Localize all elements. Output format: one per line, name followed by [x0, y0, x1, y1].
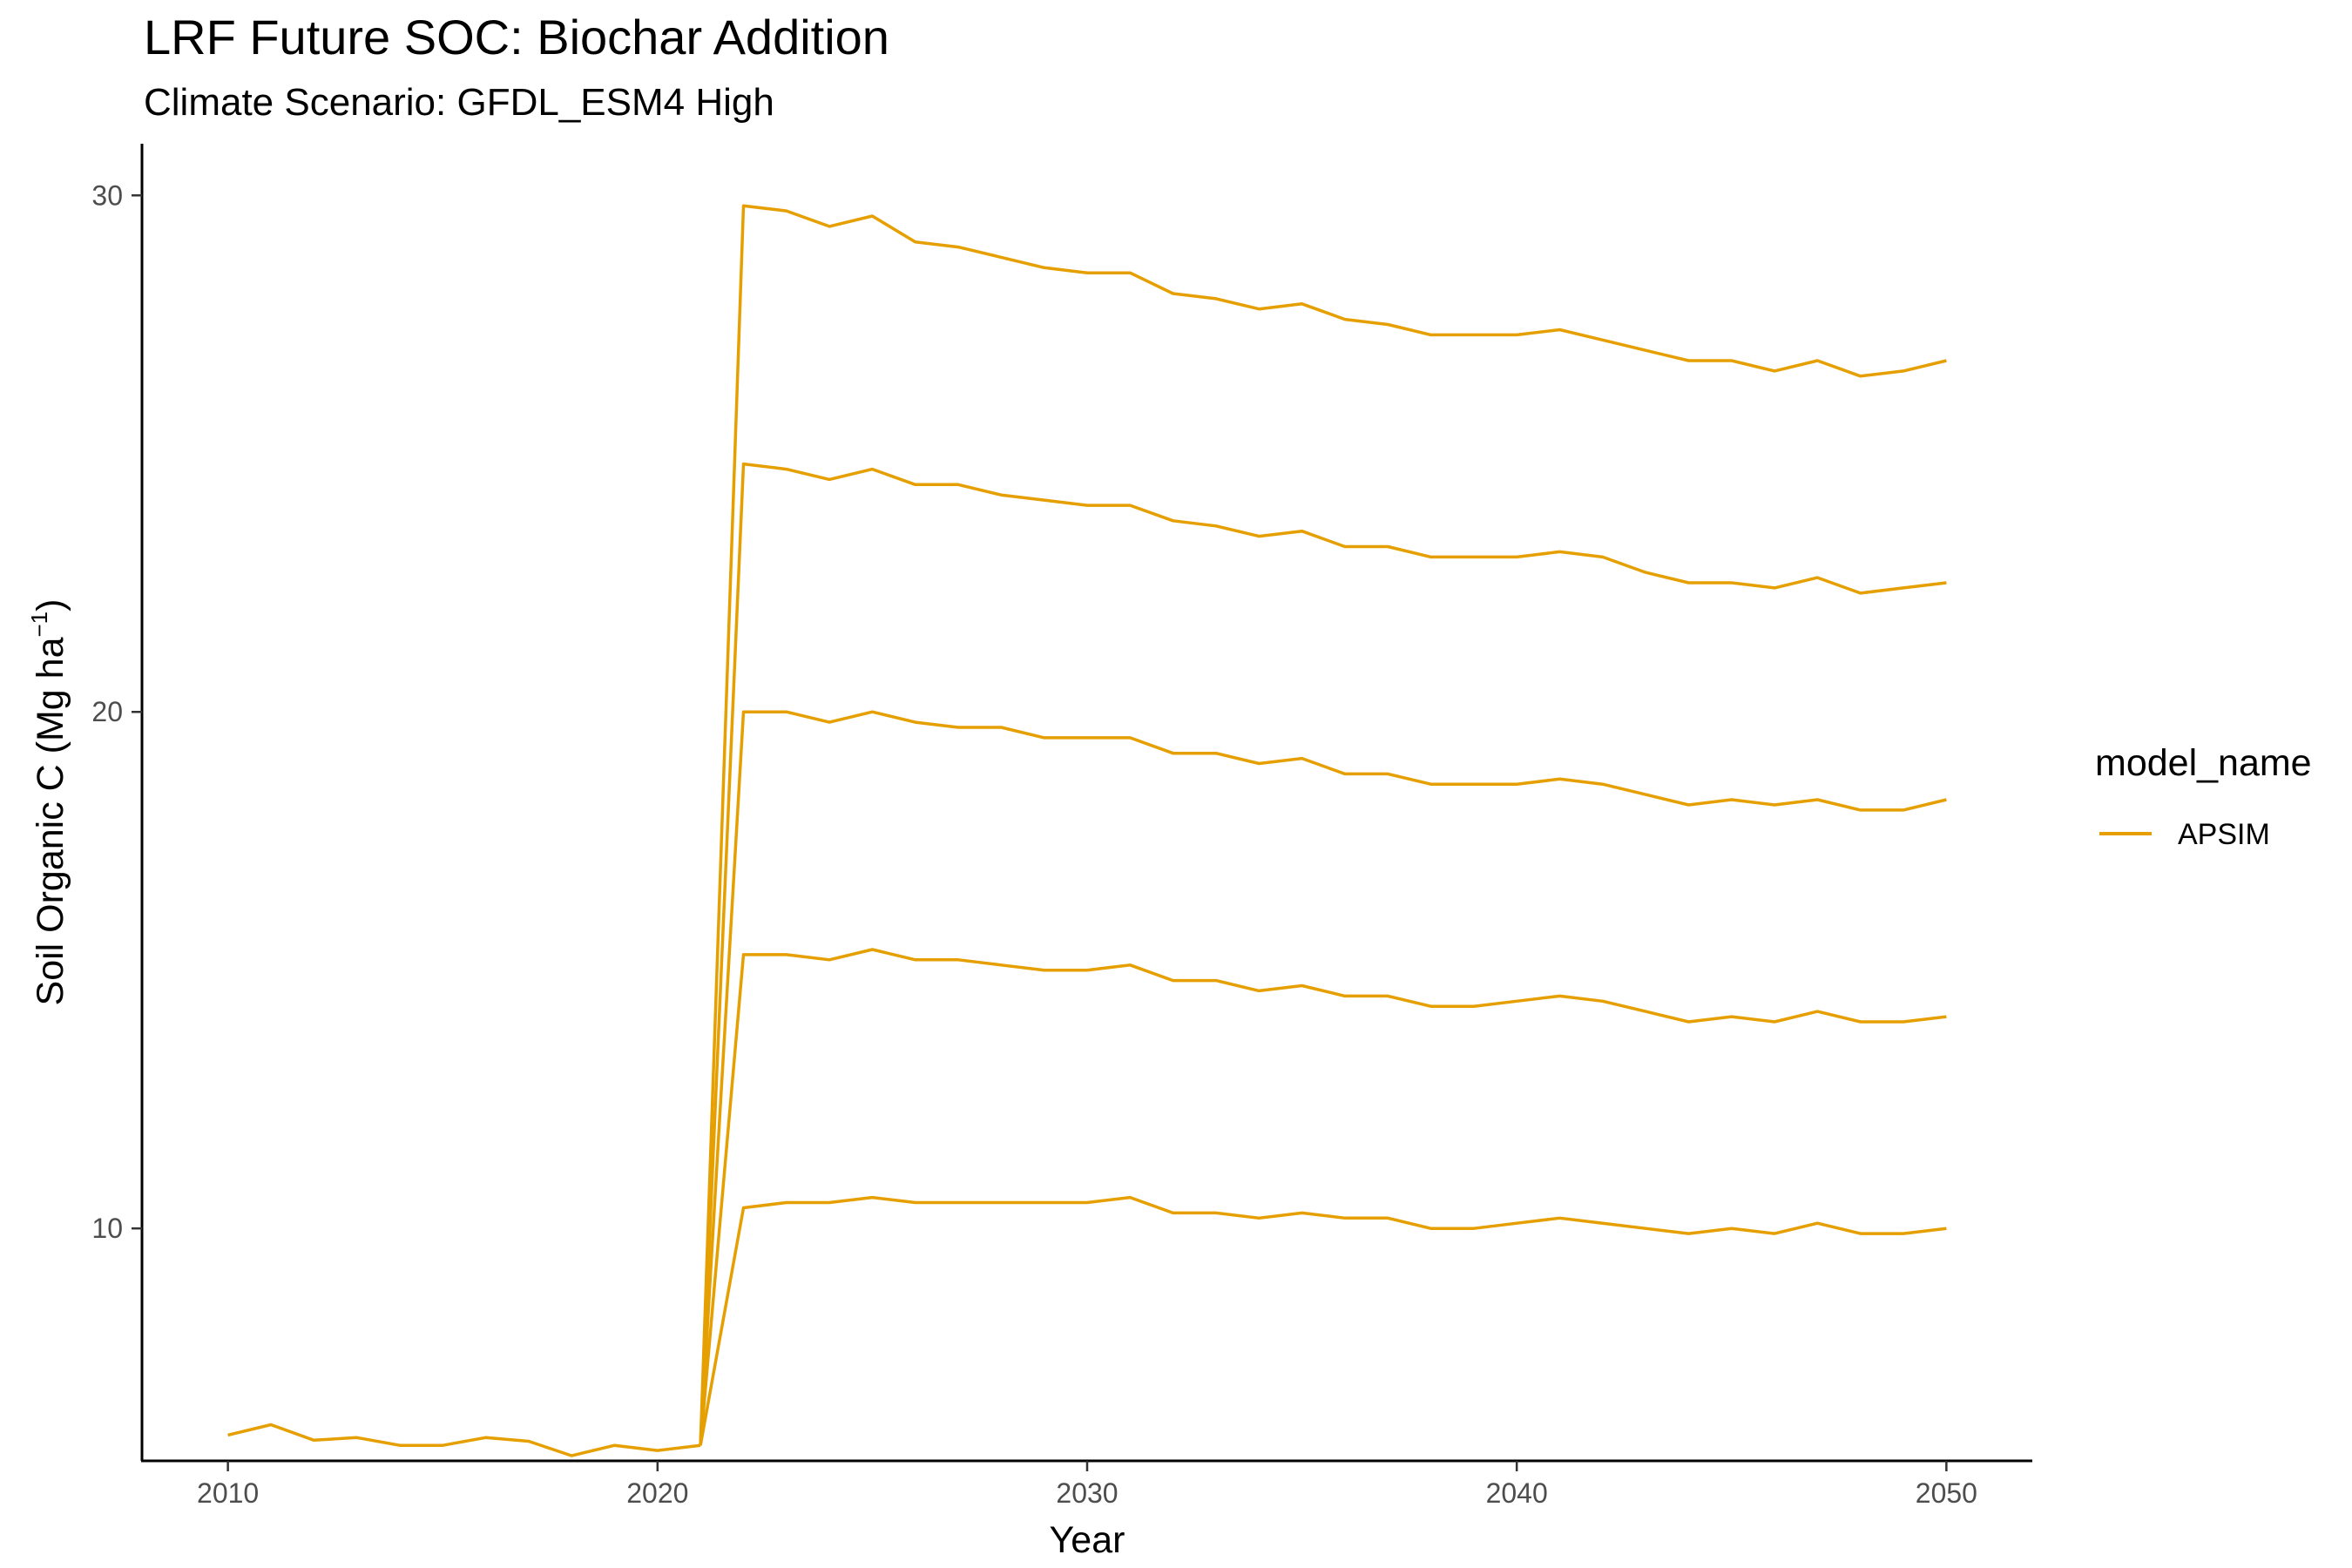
series-line-5	[699, 1195, 1947, 1446]
x-tick-label: 2050	[1916, 1477, 1977, 1509]
series-line-3	[699, 710, 1947, 1446]
series-line-1	[699, 204, 1947, 1446]
plot-lines	[227, 204, 1947, 1457]
series-line-4	[699, 948, 1947, 1446]
y-tick-label: 30	[91, 179, 123, 211]
legend-title: model_name	[2095, 742, 2312, 784]
x-tick-label: 2040	[1486, 1477, 1548, 1509]
x-tick-label: 2030	[1056, 1477, 1118, 1509]
legend-label-apsim: APSIM	[2178, 818, 2270, 851]
chart-subtitle: Climate Scenario: GFDL_ESM4 High	[144, 81, 774, 124]
y-axis-title-close: )	[30, 599, 71, 612]
x-tick-label: 2010	[197, 1477, 259, 1509]
x-axis-title: Year	[1050, 1519, 1125, 1561]
x-tick-label: 2020	[626, 1477, 688, 1509]
y-ticks: 10 20 30	[91, 179, 142, 1244]
chart-title: LRF Future SOC: Biochar Addition	[144, 10, 889, 64]
legend: model_name APSIM	[2095, 742, 2312, 851]
x-ticks: 2010 2020 2030 2040 2050	[197, 1461, 1977, 1509]
y-tick-label: 10	[91, 1213, 123, 1244]
y-axis-title-superscript: −1	[26, 612, 52, 638]
series-line-2	[699, 462, 1947, 1446]
y-axis-title-main: Soil Organic C (Mg ha	[30, 637, 71, 1005]
baseline-series-line	[227, 1423, 701, 1457]
y-axis-title: Soil Organic C (Mg ha−1)	[26, 599, 71, 1006]
y-tick-label: 20	[91, 696, 123, 727]
